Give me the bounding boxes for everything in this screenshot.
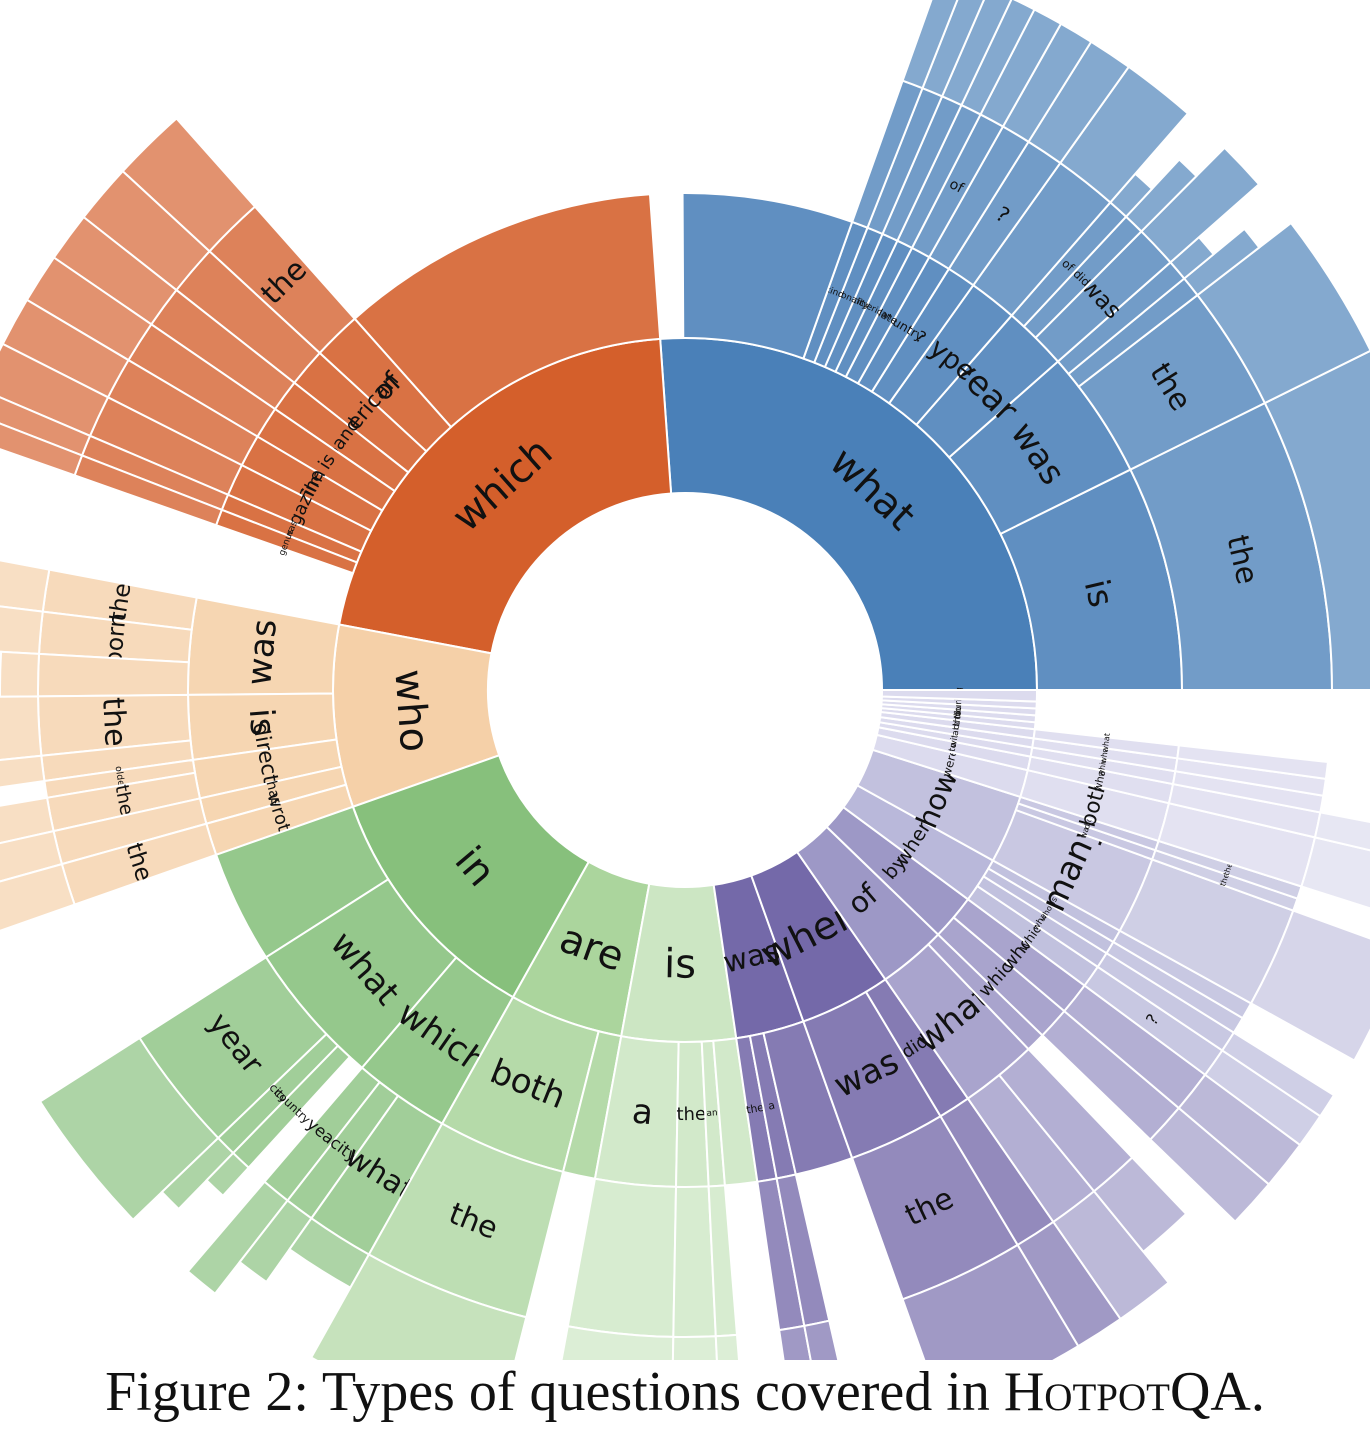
ring4-seg-6-1-0 (803, 1319, 840, 1360)
ring3-blank-2-0-2 (37, 652, 190, 698)
ring4-seg-5-1-0 (671, 1335, 718, 1360)
ring3-blank-16-0-0 (1176, 744, 1330, 781)
ring2-label-is-10-3: is (1048, 895, 1059, 905)
ring1-label-who-2: who (385, 668, 437, 754)
ring2-label-has-2-3: has (262, 779, 284, 807)
ring2-label-a-5-0: a (630, 1091, 655, 1133)
ring1-label-this-17: this (952, 709, 964, 727)
caption-prefix: Figure 2: Types of questions covered in (105, 1361, 1004, 1423)
ring1-blank-21 (880, 689, 1039, 703)
caption-name-h: H (1003, 1361, 1045, 1423)
ring2-label-an-5-2: an (706, 1108, 718, 1119)
sunburst-chart: whatisthewastheyearwasdidoftype??country… (0, 0, 1370, 1360)
ring4-seg-2-0-1 (0, 605, 44, 655)
ring1-label-during-20: during (954, 687, 965, 716)
ring4-seg-2-1-1 (0, 754, 46, 789)
ring3-label-the-2-0-0: the (103, 581, 137, 623)
caption-suffix: . (1250, 1361, 1265, 1423)
ring1-label-do-16: do (952, 717, 963, 730)
ring2-label-what-15-0: what (1099, 743, 1111, 764)
ring4-seg-8-0-1 (1092, 1156, 1188, 1254)
ring1-label-is-5: is (664, 941, 697, 988)
ring4-seg-5-2-0 (714, 1333, 741, 1360)
ring4-seg-2-4-0 (0, 862, 76, 932)
ring4-seg-3-1-2 (205, 1151, 251, 1198)
ring4-seg-11-0-0 (1249, 909, 1370, 1062)
ring4-seg-12-0-0 (1300, 836, 1370, 910)
figure-caption: Figure 2: Types of questions covered in … (0, 1360, 1370, 1424)
ring2-label-what-16-0: what (1101, 733, 1112, 754)
ring1-label-to-13: to (948, 741, 960, 752)
ring2-label-the-5-1: the (676, 1104, 706, 1125)
ring1-label-none-19: None (953, 695, 964, 720)
ring2-label-a-6-1: a (767, 1099, 776, 1113)
ring3-label-the-2-1-0: the (95, 696, 133, 747)
caption-name-otpot: otpot (1044, 1361, 1170, 1423)
ring2-label-was-2-0: was (239, 618, 285, 688)
ring2-seg-0-11 (681, 192, 854, 360)
ring4-seg-4-0-0 (309, 1253, 528, 1360)
ring2-label-is-2-1: is (241, 707, 283, 737)
ring1-label-at-15: at (951, 726, 962, 737)
ring4-seg-2-0-2 (0, 650, 41, 698)
ring3-blank-5-0-0 (566, 1177, 678, 1338)
caption-name-qa: QA (1169, 1361, 1251, 1423)
ring2-label-the-6-0: the (745, 1101, 765, 1117)
ring1-label-did-18: did (953, 705, 964, 720)
ring4-seg-2-0-0 (0, 559, 51, 613)
ring4-seg-0-10-0 (901, 0, 959, 90)
ring4-seg-1-8-0 (0, 422, 84, 477)
